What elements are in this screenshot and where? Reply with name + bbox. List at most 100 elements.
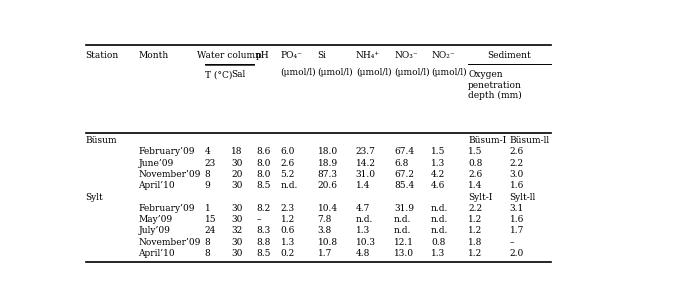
Text: (μmol/l): (μmol/l) xyxy=(431,68,466,77)
Text: 2.2: 2.2 xyxy=(469,204,482,213)
Text: n.d.: n.d. xyxy=(280,181,298,190)
Text: 2.3: 2.3 xyxy=(280,204,295,213)
Text: 8: 8 xyxy=(205,249,211,258)
Text: Water column: Water column xyxy=(197,51,261,60)
Text: November’09: November’09 xyxy=(138,238,201,247)
Text: 4.2: 4.2 xyxy=(431,170,445,179)
Text: (μmol/l): (μmol/l) xyxy=(356,68,391,77)
Text: 8.5: 8.5 xyxy=(256,249,271,258)
Text: 30: 30 xyxy=(231,238,243,247)
Text: 8.2: 8.2 xyxy=(256,204,270,213)
Text: 15: 15 xyxy=(205,215,216,224)
Text: PO₄⁻: PO₄⁻ xyxy=(280,51,302,60)
Text: Büsum: Büsum xyxy=(86,136,117,145)
Text: 1.4: 1.4 xyxy=(356,181,370,190)
Text: 6.8: 6.8 xyxy=(394,159,408,168)
Text: 1.7: 1.7 xyxy=(510,226,524,235)
Text: 4.6: 4.6 xyxy=(431,181,445,190)
Text: 30: 30 xyxy=(231,204,243,213)
Text: NH₄⁺: NH₄⁺ xyxy=(356,51,380,60)
Text: 31.9: 31.9 xyxy=(394,204,414,213)
Text: 0.8: 0.8 xyxy=(431,238,445,247)
Text: 67.2: 67.2 xyxy=(394,170,414,179)
Text: 1.3: 1.3 xyxy=(356,226,370,235)
Text: Sylt-I: Sylt-I xyxy=(469,193,492,202)
Text: Sal: Sal xyxy=(231,71,246,80)
Text: 8: 8 xyxy=(205,238,211,247)
Text: 2.6: 2.6 xyxy=(469,170,482,179)
Text: 1.2: 1.2 xyxy=(469,226,482,235)
Text: 30: 30 xyxy=(231,249,243,258)
Text: 3.1: 3.1 xyxy=(510,204,524,213)
Text: 1.7: 1.7 xyxy=(317,249,332,258)
Text: 1.6: 1.6 xyxy=(510,181,524,190)
Text: 67.4: 67.4 xyxy=(394,147,414,156)
Text: 31.0: 31.0 xyxy=(356,170,376,179)
Text: Oxygen
penetration
depth (mm): Oxygen penetration depth (mm) xyxy=(469,71,522,100)
Text: 8.5: 8.5 xyxy=(256,181,271,190)
Text: 8.0: 8.0 xyxy=(256,159,271,168)
Text: 30: 30 xyxy=(231,159,243,168)
Text: NO₂⁻: NO₂⁻ xyxy=(431,51,455,60)
Text: 14.2: 14.2 xyxy=(356,159,376,168)
Text: 18: 18 xyxy=(231,147,243,156)
Text: 18.0: 18.0 xyxy=(317,147,338,156)
Text: NO₃⁻: NO₃⁻ xyxy=(394,51,418,60)
Text: 0.6: 0.6 xyxy=(280,226,295,235)
Text: 23: 23 xyxy=(205,159,216,168)
Text: 20.6: 20.6 xyxy=(317,181,338,190)
Text: July’09: July’09 xyxy=(138,226,170,235)
Text: 18.9: 18.9 xyxy=(317,159,338,168)
Text: (μmol/l): (μmol/l) xyxy=(280,68,316,77)
Text: 3.0: 3.0 xyxy=(510,170,524,179)
Text: n.d.: n.d. xyxy=(431,226,449,235)
Text: n.d.: n.d. xyxy=(431,204,449,213)
Text: February’09: February’09 xyxy=(138,204,195,213)
Text: 9: 9 xyxy=(205,181,211,190)
Text: April’10: April’10 xyxy=(138,181,175,190)
Text: February’09: February’09 xyxy=(138,147,195,156)
Text: 24: 24 xyxy=(205,226,216,235)
Text: n.d.: n.d. xyxy=(431,215,449,224)
Text: 32: 32 xyxy=(231,226,243,235)
Text: 12.1: 12.1 xyxy=(394,238,414,247)
Text: 30: 30 xyxy=(231,215,243,224)
Text: 4.7: 4.7 xyxy=(356,204,370,213)
Text: 4.8: 4.8 xyxy=(356,249,370,258)
Text: 0.2: 0.2 xyxy=(280,249,295,258)
Text: 10.4: 10.4 xyxy=(317,204,338,213)
Text: Büsum-ll: Büsum-ll xyxy=(510,136,550,145)
Text: 20: 20 xyxy=(231,170,243,179)
Text: 1.3: 1.3 xyxy=(280,238,295,247)
Text: Month: Month xyxy=(138,51,169,60)
Text: 8.8: 8.8 xyxy=(256,238,271,247)
Text: June’09: June’09 xyxy=(138,159,174,168)
Text: 4: 4 xyxy=(205,147,211,156)
Text: 1.6: 1.6 xyxy=(510,215,524,224)
Text: Sediment: Sediment xyxy=(488,51,531,60)
Text: 1.4: 1.4 xyxy=(469,181,483,190)
Text: 13.0: 13.0 xyxy=(394,249,414,258)
Text: 1.5: 1.5 xyxy=(431,147,445,156)
Text: 87.3: 87.3 xyxy=(317,170,338,179)
Text: 10.8: 10.8 xyxy=(317,238,338,247)
Text: 3.8: 3.8 xyxy=(317,226,332,235)
Text: Si: Si xyxy=(317,51,327,60)
Text: 2.6: 2.6 xyxy=(280,159,295,168)
Text: 8.0: 8.0 xyxy=(256,170,271,179)
Text: 23.7: 23.7 xyxy=(356,147,376,156)
Text: (μmol/l): (μmol/l) xyxy=(394,68,430,77)
Text: Sylt-ll: Sylt-ll xyxy=(510,193,536,202)
Text: 1.2: 1.2 xyxy=(469,215,482,224)
Text: (μmol/l): (μmol/l) xyxy=(317,68,354,77)
Text: 1.8: 1.8 xyxy=(469,238,483,247)
Text: April’10: April’10 xyxy=(138,249,175,258)
Text: T (°C): T (°C) xyxy=(205,71,232,80)
Text: 30: 30 xyxy=(231,181,243,190)
Text: n.d.: n.d. xyxy=(356,215,373,224)
Text: pH: pH xyxy=(256,51,269,60)
Text: 1: 1 xyxy=(205,204,211,213)
Text: 85.4: 85.4 xyxy=(394,181,415,190)
Text: Station: Station xyxy=(86,51,119,60)
Text: 8.3: 8.3 xyxy=(256,226,270,235)
